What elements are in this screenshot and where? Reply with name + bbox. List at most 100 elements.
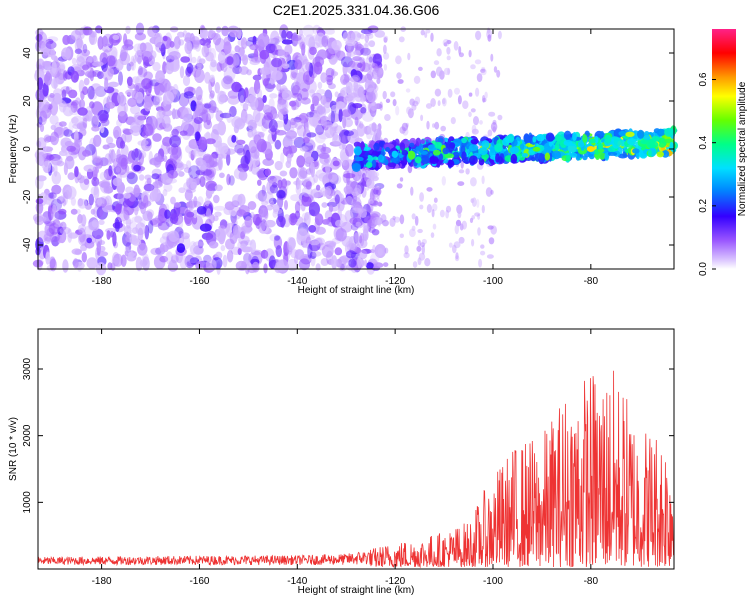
heatmap-cell <box>113 129 120 139</box>
heatmap-cell <box>371 68 379 80</box>
heatmap-cell <box>219 172 225 179</box>
heatmap-cell <box>384 114 391 121</box>
heatmap-cell <box>92 55 97 62</box>
heatmap-cell <box>417 228 423 234</box>
heatmap-cell <box>414 96 421 105</box>
heatmap-cell <box>91 228 104 240</box>
heatmap-cell <box>205 258 217 272</box>
heatmap-cell <box>258 222 266 232</box>
heatmap-cell <box>409 228 416 238</box>
heatmap-cell <box>52 204 57 214</box>
heatmap-cell <box>64 186 77 200</box>
heatmap-cell <box>509 146 520 154</box>
heatmap-cell <box>44 237 51 244</box>
heatmap-cell <box>256 88 263 100</box>
heatmap-cell <box>247 101 257 107</box>
heatmap-cell <box>201 44 210 58</box>
heatmap-cell <box>545 132 555 142</box>
heatmap-cell <box>82 43 88 54</box>
heatmap-cell <box>59 226 71 235</box>
colorbar-gradient <box>712 29 736 269</box>
heatmap-cell <box>432 149 441 156</box>
heatmap-cell <box>192 87 204 96</box>
heatmap-cell <box>286 236 294 251</box>
heatmap-cell <box>49 256 55 268</box>
heatmap-cell <box>91 176 100 187</box>
heatmap-cell <box>147 211 153 221</box>
heatmap-cell <box>296 228 308 242</box>
heatmap-cell <box>486 254 494 259</box>
heatmap-cell <box>83 77 90 86</box>
heatmap-cell <box>106 136 114 145</box>
heatmap-cell <box>282 63 290 69</box>
heatmap-cell <box>582 134 588 143</box>
heatmap-cell <box>293 136 306 149</box>
heatmap-cell <box>163 183 173 192</box>
heatmap-cell <box>657 137 667 148</box>
heatmap-cell <box>353 50 362 56</box>
heatmap-cell <box>565 154 571 162</box>
spectrogram-x-ticks: -180 -160 -140 -120 -100 -80 <box>92 29 599 287</box>
heatmap-cell <box>255 192 265 200</box>
heatmap-cell <box>275 245 282 258</box>
heatmap-cell <box>35 88 45 102</box>
x-tick-label: -80 <box>584 276 599 287</box>
heatmap-cell <box>453 41 459 51</box>
heatmap-cell <box>627 138 637 146</box>
heatmap-cell <box>182 107 193 122</box>
heatmap-cell <box>80 214 87 227</box>
heatmap-cell <box>328 242 336 250</box>
heatmap-cell <box>276 215 286 228</box>
heatmap-cell <box>231 135 237 143</box>
heatmap-cell <box>98 219 105 225</box>
heatmap-cell <box>370 253 380 264</box>
heatmap-cell <box>155 41 166 53</box>
heatmap-cell <box>44 72 53 86</box>
heatmap-cell <box>182 30 188 39</box>
heatmap-cell <box>443 67 451 76</box>
heatmap-cell <box>366 130 373 140</box>
heatmap-cell <box>470 108 476 113</box>
heatmap-cell <box>44 220 56 227</box>
heatmap-cell <box>297 179 302 189</box>
heatmap-cell <box>159 243 165 253</box>
heatmap-cell <box>119 193 125 206</box>
heatmap-cell <box>142 123 154 137</box>
heatmap-cell <box>477 227 481 236</box>
heatmap-cell <box>204 71 211 84</box>
heatmap-cell <box>84 240 95 249</box>
heatmap-cell <box>49 93 55 98</box>
heatmap-cell <box>288 237 296 251</box>
heatmap-cell <box>69 108 80 116</box>
heatmap-cell <box>309 46 317 56</box>
heatmap-cell <box>406 106 412 115</box>
heatmap-cell <box>203 119 213 130</box>
heatmap-cell <box>144 101 152 112</box>
heatmap-cell <box>274 139 282 150</box>
heatmap-cell <box>446 46 451 55</box>
heatmap-cell <box>236 27 242 39</box>
heatmap-cell <box>407 52 411 61</box>
heatmap-cell <box>51 207 59 223</box>
heatmap-cell <box>345 81 353 95</box>
heatmap-cell <box>497 30 502 40</box>
y-tick-label: 1000 <box>22 491 33 514</box>
heatmap-cell <box>50 124 57 131</box>
heatmap-cell <box>656 128 666 136</box>
heatmap-cell <box>77 107 88 116</box>
heatmap-cell <box>447 159 455 168</box>
heatmap-cell <box>268 255 276 269</box>
heatmap-cell <box>269 93 278 99</box>
heatmap-cell <box>205 138 216 145</box>
heatmap-cell <box>425 29 431 34</box>
heatmap-cell <box>82 149 91 157</box>
heatmap-cell <box>468 111 472 118</box>
heatmap-cell <box>235 260 247 271</box>
heatmap-cell <box>461 137 467 144</box>
heatmap-cell <box>188 150 197 160</box>
heatmap-cell <box>281 29 287 41</box>
heatmap-cell <box>180 56 191 63</box>
heatmap-cell <box>127 97 138 108</box>
snr-line-path <box>37 370 675 569</box>
heatmap-cell <box>234 143 245 154</box>
